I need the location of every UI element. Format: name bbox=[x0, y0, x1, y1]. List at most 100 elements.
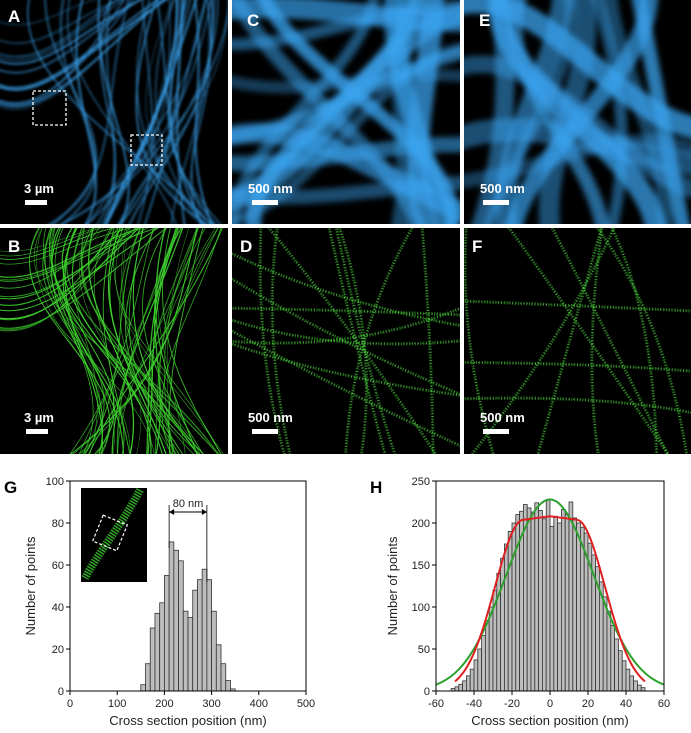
chart-g-y-axis-title: Number of points bbox=[23, 536, 38, 635]
chart-h: H -60 -40 -20 0 20 40 60 0 50 100 150 200 250 Cross … bbox=[370, 476, 670, 728]
fiber-strand bbox=[122, 4, 228, 224]
fiber-strand bbox=[88, 228, 223, 454]
panel-e-fibers bbox=[464, 0, 691, 224]
fiber-strand bbox=[590, 228, 604, 454]
fiber-strand bbox=[0, 0, 119, 58]
fiber-strand bbox=[232, 136, 460, 172]
histogram-bar bbox=[545, 499, 551, 692]
panel-f-fibers bbox=[464, 228, 691, 454]
panel-c-fibers bbox=[232, 0, 460, 224]
histogram-bar bbox=[557, 522, 562, 692]
y-tick-label: 200 bbox=[412, 518, 430, 530]
panel-b-fibers bbox=[0, 228, 224, 454]
histogram-bar bbox=[606, 610, 612, 692]
fiber-strand bbox=[270, 228, 292, 454]
fiber-strand bbox=[0, 228, 130, 330]
panel-e-scale-label: 500 nm bbox=[480, 181, 525, 196]
fiber-strand bbox=[258, 228, 287, 454]
fiber-strand bbox=[334, 228, 397, 454]
panel-d: D 500 nm bbox=[232, 228, 460, 454]
fiber-strand bbox=[60, 0, 212, 224]
histogram-bar bbox=[576, 522, 581, 692]
chart-h-label: H bbox=[370, 478, 382, 497]
chart-g-inset-box bbox=[91, 514, 129, 552]
fiber-strand bbox=[97, 0, 130, 224]
histogram-bar bbox=[211, 610, 217, 692]
chart-g-label: G bbox=[4, 478, 17, 497]
panel-f-scale-bar bbox=[483, 429, 509, 434]
fiber-strand bbox=[44, 228, 125, 454]
histogram-bar bbox=[220, 663, 227, 692]
histogram-bar bbox=[580, 526, 585, 692]
fiber-strand bbox=[145, 0, 206, 224]
annotation-arrow-right bbox=[201, 509, 207, 515]
fiber-strand bbox=[113, 228, 222, 454]
histogram-bar bbox=[215, 644, 222, 692]
fiber-strand bbox=[232, 306, 460, 317]
fiber-strand bbox=[0, 228, 105, 289]
x-tick-label: 20 bbox=[582, 698, 594, 710]
histogram-bar bbox=[618, 650, 623, 692]
fiber-strand bbox=[115, 228, 224, 454]
fiber-strand bbox=[232, 306, 460, 345]
fiber-strand bbox=[87, 5, 228, 224]
fiber-strand bbox=[345, 228, 413, 454]
histogram-bar bbox=[159, 602, 165, 692]
fiber-strand bbox=[116, 228, 177, 454]
fiber-strand bbox=[601, 0, 673, 224]
panel-a-fibers bbox=[0, 0, 228, 224]
histogram-bar bbox=[473, 659, 479, 692]
fiber-strand bbox=[146, 228, 178, 454]
x-tick-label: -60 bbox=[428, 698, 444, 710]
panel-c-scale-bar bbox=[252, 200, 278, 205]
fiber-strand bbox=[0, 0, 158, 111]
fiber-strand bbox=[464, 55, 691, 198]
histogram-bar bbox=[621, 660, 627, 692]
histogram-bar bbox=[178, 560, 184, 692]
histogram-bar bbox=[465, 675, 471, 692]
fiber-strand bbox=[0, 228, 115, 260]
x-tick-label: -40 bbox=[466, 698, 482, 710]
panel-d-scale-label: 500 nm bbox=[248, 410, 293, 425]
fiber-strand bbox=[232, 69, 460, 94]
fiber-strand bbox=[0, 0, 168, 91]
fiber-strand bbox=[67, 0, 176, 224]
fiber-strand bbox=[0, 228, 98, 252]
histogram-bar bbox=[625, 668, 631, 692]
histogram-bar bbox=[553, 515, 558, 692]
panel-a: A 3 µm bbox=[0, 0, 228, 224]
panel-f-label: F bbox=[472, 237, 482, 256]
panel-e: E 500 nm bbox=[464, 0, 691, 224]
fiber-strand bbox=[73, 228, 219, 454]
fiber-strand bbox=[0, 228, 159, 312]
panel-d-label: D bbox=[240, 237, 252, 256]
fiber-strand bbox=[49, 228, 163, 454]
histogram-bar bbox=[484, 620, 490, 692]
fiber-strand bbox=[464, 117, 691, 176]
histogram-bar bbox=[534, 502, 539, 692]
fiber-strand bbox=[538, 0, 597, 224]
fiber-strand bbox=[51, 228, 115, 454]
chart-g-frame bbox=[69, 480, 307, 692]
histogram-bar bbox=[572, 517, 577, 692]
fiber-strand bbox=[232, 0, 426, 224]
fiber-strand bbox=[159, 228, 216, 454]
histogram-bar bbox=[633, 680, 638, 692]
fiber-strand bbox=[0, 228, 149, 298]
panel-b-scale-bar bbox=[26, 429, 48, 434]
panel-e-scale-bar bbox=[483, 200, 509, 205]
zoom-box-2 bbox=[130, 134, 163, 166]
histogram-bar bbox=[201, 568, 208, 692]
x-tick-label: 100 bbox=[108, 698, 126, 710]
panel-c: C 500 nm bbox=[232, 0, 460, 224]
histogram-bar bbox=[145, 663, 151, 692]
fiber-strand bbox=[407, 0, 444, 224]
fiber-strand bbox=[136, 0, 213, 224]
histogram-bar bbox=[507, 531, 513, 692]
fiber-strand bbox=[154, 228, 206, 454]
fiber-strand bbox=[232, 251, 460, 328]
x-tick-label: 500 bbox=[297, 698, 315, 710]
histogram-bar bbox=[173, 549, 179, 692]
fiber-strand bbox=[36, 228, 111, 454]
panel-b-scale-label: 3 µm bbox=[24, 410, 54, 425]
